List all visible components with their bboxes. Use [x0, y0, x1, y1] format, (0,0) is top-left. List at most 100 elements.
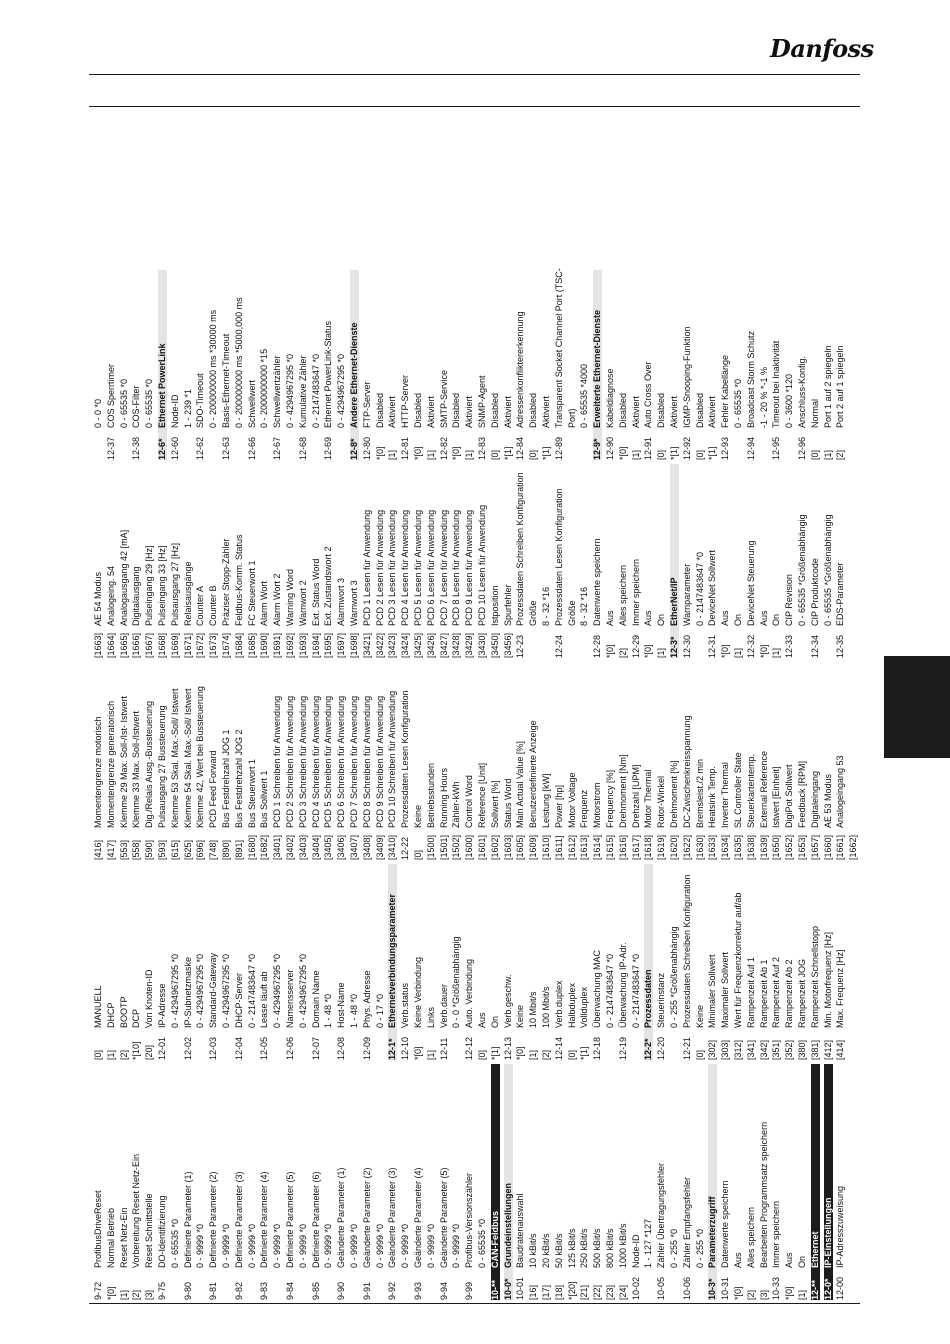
parameter-row: 0 - 4294967295 *0: [221, 864, 231, 1060]
parameter-text: 0 - 4294967295 *0: [336, 353, 347, 428]
parameter-text: Power [hp]: [553, 784, 564, 828]
group-header: 10-0* Grundeinstellungen: [502, 1064, 513, 1300]
parameter-code: [1698]: [349, 632, 359, 658]
parameter-code: [414]: [835, 1039, 846, 1060]
parameter-row: 0 - 9999 *0: [451, 1064, 462, 1300]
parameter-row: *[0] Normal Betrieb: [106, 1064, 116, 1300]
parameter-row: [1673] Counter B: [208, 464, 218, 658]
parameter-text: 8 - 32 *16: [579, 586, 590, 626]
parameter-row: *[0] Aus: [784, 1064, 794, 1300]
parameter-text: PCD 9 Lesen für Anwendung: [464, 509, 475, 626]
parameter-text: 0 - 9999 *0: [451, 1223, 462, 1268]
parameter-text: Disabled: [694, 392, 705, 428]
parameter-code: 9-94: [438, 1281, 449, 1300]
parameter-row: 10-31 Datenwerte speichern: [720, 1064, 730, 1300]
parameter-row: 12-09 Phys. Adresse: [362, 864, 372, 1060]
parameter-code: [625]: [182, 839, 193, 860]
parameter-row: 12-20 Steuerinstanz: [656, 864, 666, 1060]
parameter-text: On: [797, 1255, 807, 1268]
parameter-row: [2] Vorbereitung Reset Netz-Ein: [131, 1064, 142, 1300]
parameter-code: 12-18: [592, 1036, 603, 1060]
parameter-code: 12-31: [707, 634, 718, 658]
parameter-code: [1693]: [297, 632, 308, 658]
parameter-row: [1619] Rotor-Winkel: [656, 662, 666, 860]
parameter-text: Überwachung MAC: [592, 949, 603, 1028]
parameter-text: Überwachung IP-Adr.: [617, 942, 628, 1028]
parameter-row: *[0] Disabled: [618, 270, 628, 460]
parameter-code: [312]: [733, 1039, 743, 1060]
parameter-row: [1690] Alarm Wort: [259, 464, 269, 658]
parameter-row: 10-01 Baudratenauswahl: [515, 1064, 525, 1300]
parameter-text: Geänderte Parameter (1): [336, 1167, 347, 1268]
parameter-row: [1682] Bus Sollwert 1: [259, 662, 269, 860]
parameter-row: [21] 250 kBit/s: [579, 1064, 589, 1300]
parameter-row: [3404] PCD 4 Schreiben für Anwendung: [311, 662, 321, 860]
parameter-row: [3430] PCD 10 Lesen für Anwendung: [477, 464, 487, 658]
parameter-text: 1 - 48 *0: [349, 993, 359, 1028]
parameter-row: [1615] Frequency [%]: [605, 662, 615, 860]
parameter-code: 12-34: [809, 634, 820, 658]
parameter-text: HTTP-Server: [400, 374, 411, 428]
parameter-code: 9-75: [157, 1281, 167, 1300]
parameter-row: [3410] PCD 10 Schreiben für Anwendung: [387, 662, 397, 860]
parameter-row: [2] Alles speichern: [746, 1064, 756, 1300]
parameter-row: [23] 800 kBit/s: [605, 1064, 615, 1300]
parameter-row: 12-01 IP-Adresse: [157, 864, 167, 1060]
parameter-row: 12-80 FTP-Server: [362, 270, 372, 460]
parameter-row: [1634] Inverter Thermal: [720, 662, 730, 860]
parameter-code: 9-72: [93, 1281, 103, 1300]
parameter-text: Lease läuft ab: [259, 971, 270, 1028]
parameter-row: [17] 20 kBit/s: [541, 1064, 551, 1300]
parameter-code: [1615]: [605, 834, 615, 860]
parameter-code: 12-96: [797, 436, 807, 460]
parameter-row: [1661] Analogeingang 53: [835, 662, 845, 860]
parameter-row: 12-63 Basis-Ethernet-Timeout: [221, 270, 231, 460]
parameter-row: 9-75 DO-Identifizierung: [157, 1064, 167, 1300]
parameter-code: [2]: [131, 1289, 142, 1300]
parameter-code: 12-89: [553, 436, 564, 460]
parameter-text: 0 - 200000000 ms *30000 ms: [208, 309, 219, 428]
parameter-row: [1] On: [733, 464, 743, 658]
parameter-row: 12-95 Timeout bei Inaktivität: [771, 270, 781, 460]
parameter-code: [1]: [105, 1049, 116, 1060]
parameter-text: AE 53 Modus: [822, 773, 833, 828]
parameter-code: 12-9*: [592, 438, 603, 460]
parameter-code: [1660]: [822, 834, 833, 860]
parameter-row: [3408] PCD 8 Schreiben für Anwendung: [362, 662, 372, 860]
parameter-row: [1600] Control Word: [464, 662, 474, 860]
parameter-text: Andere Ethernet-Dienste: [349, 322, 359, 428]
parameter-text: Running Hours: [438, 767, 449, 828]
parameter-text: Ext. Zustandswort 2: [323, 546, 334, 626]
parameter-row: [1610] Leistung [kW]: [541, 662, 551, 860]
parameter-row: 12-94 Broadcast Storm Schutz: [746, 270, 756, 460]
parameter-row: [1] On: [656, 464, 666, 658]
parameter-code: 12-05: [259, 1036, 270, 1060]
parameter-row: [1630] Bremsleist./2 min: [695, 662, 705, 860]
parameter-text: Counter A: [195, 585, 206, 626]
parameter-row: [381] Rampenzeit Schnellstopp: [810, 864, 820, 1060]
parameter-row: [553] Klemme 29 Max. Soll-/Ist- Istwert: [119, 662, 129, 860]
parameter-text: 0 - 9999 *0: [323, 1223, 334, 1268]
parameter-text: 0 - 2147483647 *0: [605, 953, 615, 1028]
parameter-code: [1501]: [438, 834, 449, 860]
parameter-code: 12-60: [169, 436, 180, 460]
parameter-row: [1601] Reference [Unit]: [477, 662, 487, 860]
parameter-text: Grundeinstellungen: [502, 1182, 513, 1268]
parameter-row: [1605] Main Actual Value [%]: [515, 662, 525, 860]
parameter-row: 0 - 3600 *120: [784, 270, 794, 460]
parameter-row: [3421] PCD 1 Lesen für Anwendung: [362, 464, 372, 658]
parameter-text: Drehzahl [UPM]: [630, 764, 641, 828]
parameter-row: 12-83 SNMP-Agent: [477, 270, 487, 460]
parameter-row: 0 - 4294967295 *0: [272, 864, 282, 1060]
parameter-row: 0 - 9999 *0: [298, 1064, 308, 1300]
parameter-row: [341] Rampenzeit Auf 1: [746, 864, 756, 1060]
parameter-row: [1620] Drehmoment [%]: [669, 662, 679, 860]
group-header: 10-3* Parameterzugriff: [707, 1064, 718, 1300]
parameter-row: 12-04 DHCP-Server: [234, 864, 244, 1060]
parameter-code: 12-8*: [349, 438, 359, 460]
parameter-row: 12-69 Ethernet PowerLink-Status: [323, 270, 333, 460]
parameter-row: *[1] Aktiviert: [541, 270, 551, 460]
parameter-code: [0]: [694, 449, 705, 460]
parameter-text: Links: [425, 1006, 436, 1028]
parameter-row: [1] Aktiviert: [426, 270, 436, 460]
